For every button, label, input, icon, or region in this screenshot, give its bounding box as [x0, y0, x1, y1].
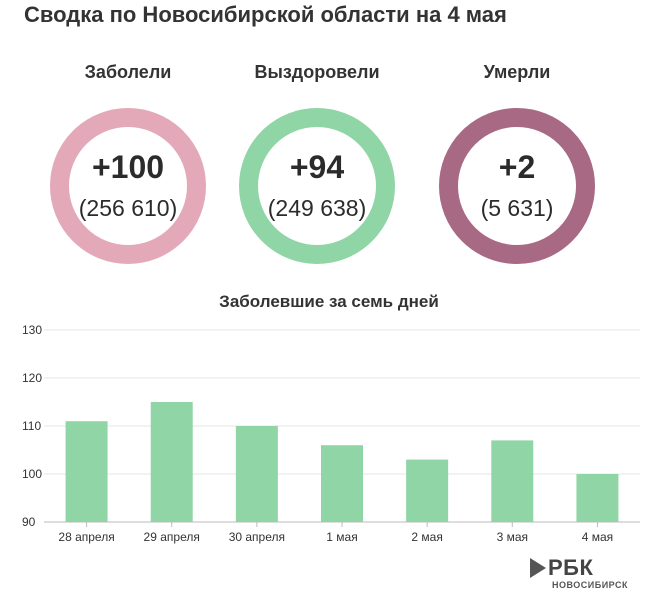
bar — [321, 445, 363, 522]
stat-delta: +94 — [289, 149, 345, 185]
y-tick-label: 90 — [22, 515, 36, 529]
x-tick-label: 2 мая — [411, 530, 442, 544]
bar — [576, 474, 619, 522]
logo-subtitle: НОВОСИБИРСК — [552, 580, 628, 590]
bar — [150, 402, 193, 522]
y-tick-label: 120 — [22, 371, 42, 385]
x-tick-label: 29 апреля — [144, 530, 200, 544]
bar — [65, 421, 108, 522]
stat-infected: Заболели — [43, 62, 213, 83]
page-title: Сводка по Новосибирской области на 4 мая — [24, 2, 507, 27]
x-tick-label: 4 мая — [582, 530, 613, 544]
stat-label: Умерли — [483, 62, 551, 82]
y-tick-label: 100 — [22, 467, 42, 481]
stat-total: (256 610) — [78, 195, 178, 221]
stat-recovered: Выздоровели — [232, 62, 402, 83]
bar — [235, 426, 278, 522]
y-tick-label: 130 — [22, 323, 42, 337]
stat-total: (5 631) — [480, 195, 554, 221]
x-tick-label: 28 апреля — [58, 530, 114, 544]
logo-wordmark: РБК — [548, 555, 594, 580]
chart-title: Заболевшие за семь дней — [219, 292, 439, 311]
bar — [406, 459, 449, 522]
logo-arrow-icon — [530, 558, 546, 578]
stat-total: (249 638) — [267, 195, 367, 221]
stat-label: Заболели — [84, 62, 172, 82]
stat-label: Выздоровели — [254, 62, 380, 82]
x-tick-label: 1 мая — [326, 530, 357, 544]
x-tick-label: 3 мая — [497, 530, 528, 544]
stat-deaths: Умерли — [432, 62, 602, 83]
stat-delta: +2 — [498, 149, 536, 185]
rbc-logo: РБК НОВОСИБИРСК — [530, 555, 640, 596]
bar — [491, 440, 534, 522]
x-tick-label: 30 апреля — [229, 530, 285, 544]
y-tick-label: 110 — [22, 419, 41, 433]
stat-delta: +100 — [91, 149, 165, 185]
